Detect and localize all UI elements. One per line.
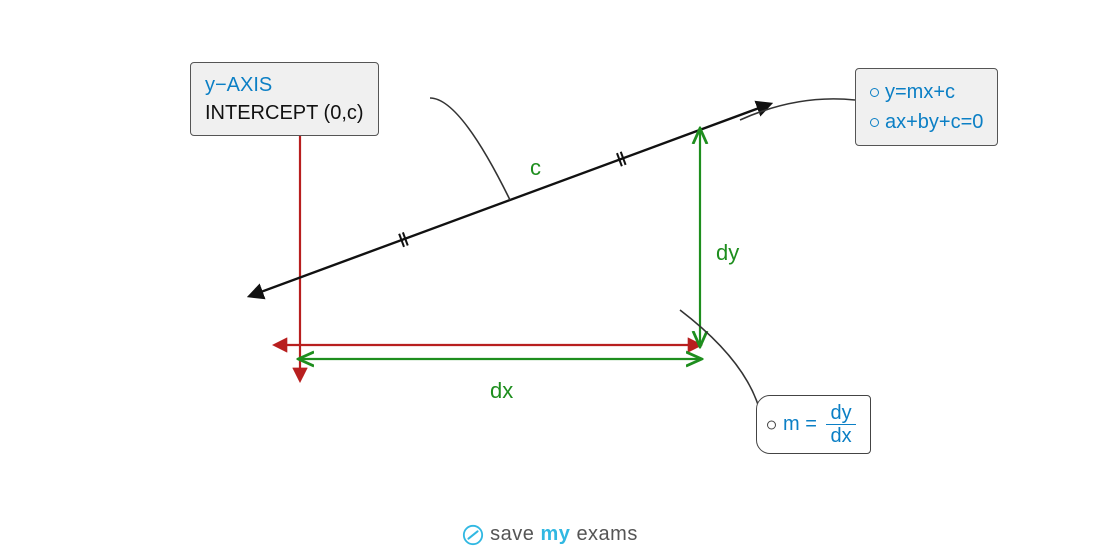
dy-label: dy bbox=[716, 240, 739, 266]
logo-text-exams: exams bbox=[576, 523, 637, 545]
gradient-prefix: m = bbox=[783, 413, 822, 435]
logo-text-my: my bbox=[540, 523, 570, 545]
form-item-1: ax+by+c=0 bbox=[870, 107, 983, 137]
diagram-container: y−AXIS INTERCEPT (0,c) y=mx+c ax+by+c=0 … bbox=[0, 0, 1100, 558]
line-equation-forms: y=mx+c ax+by+c=0 bbox=[855, 68, 998, 146]
intercept-line2: INTERCEPT (0,c) bbox=[205, 102, 364, 124]
form-item-0: y=mx+c bbox=[870, 77, 983, 107]
logo-icon bbox=[462, 524, 484, 546]
c-label: c bbox=[530, 155, 541, 181]
intercept-line1: y−AXIS bbox=[205, 74, 272, 96]
brand-logo: save my exams bbox=[0, 523, 1100, 546]
dx-label: dx bbox=[490, 378, 513, 404]
gradient-formula-tag: m = dydx bbox=[756, 395, 871, 454]
gradient-fraction: dydx bbox=[826, 402, 855, 447]
y-intercept-label: y−AXIS INTERCEPT (0,c) bbox=[190, 62, 379, 136]
logo-text-save: save bbox=[490, 523, 534, 545]
